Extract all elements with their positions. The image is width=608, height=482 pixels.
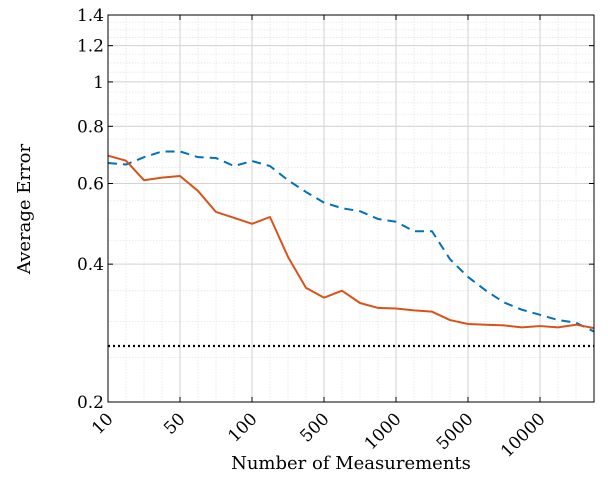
y-tick-label: 0.2: [77, 393, 104, 413]
y-axis-title: Average Error: [14, 144, 35, 276]
y-tick-label: 1.2: [77, 37, 104, 57]
series-layer: [107, 150, 595, 348]
y-tick-labels: 0.2 0.4 0.6 0.8 1 1.2 1.4: [77, 6, 104, 413]
y-tick-label: 0.4: [77, 255, 104, 275]
x-axis-title: Number of Measurements: [231, 453, 471, 474]
plot-frame: [107, 14, 595, 403]
y-tick-label: 1.4: [77, 6, 104, 26]
series-line-dashed: [107, 150, 595, 333]
series-line-solid: [107, 154, 595, 330]
major-grid: [108, 15, 594, 402]
y-tick-label: 0.8: [77, 117, 104, 137]
y-tick-label: 0.6: [77, 175, 104, 195]
tick-marks: [107, 14, 594, 403]
y-tick-label: 1: [93, 73, 104, 93]
